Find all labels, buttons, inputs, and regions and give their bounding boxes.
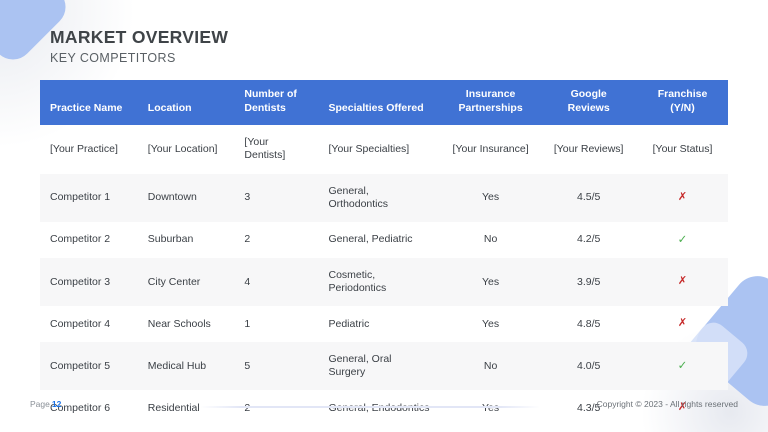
cell-franchise: [Your Status] — [652, 142, 713, 155]
cell-google-reviews: 4.5/5 — [576, 191, 601, 204]
cell-number-of-dentists: 5 — [244, 359, 251, 372]
table-row: Competitor 5 Medical Hub 5 General, Oral Su… — [40, 342, 728, 391]
column-header-insurance-partnerships: Insurance Partnerships — [440, 80, 541, 126]
cell-insurance-partnerships: [Your Insurance] — [452, 142, 529, 155]
table-row: Competitor 2 Suburban 2 General, Pediatric N… — [40, 222, 728, 258]
cell-google-reviews: 4.8/5 — [576, 317, 601, 330]
cell-practice-name: Competitor 4 — [50, 317, 111, 330]
cross-icon: ✗ — [677, 317, 688, 330]
cell-specialties-offered: [Your Specialties] — [328, 142, 410, 155]
cell-insurance-partnerships: No — [483, 359, 498, 372]
cell-franchise: ✗ — [637, 390, 728, 426]
cell-specialties-offered: General, Orthodontics — [328, 184, 389, 210]
cell-insurance-partnerships: Yes — [482, 191, 500, 204]
cell-specialties-offered: General, Endodontics — [318, 390, 440, 426]
cell-practice-name: Competitor 2 — [50, 233, 111, 246]
cell-specialties-offered: General, Oral Surgery — [328, 353, 392, 379]
cell-location: [Your Location] — [147, 142, 218, 155]
table-header: Practice Name Location Number of Dentists S… — [40, 80, 728, 126]
column-header-google-reviews: Google Reviews — [540, 80, 637, 126]
cell-franchise: ✓ — [637, 342, 728, 390]
cell-practice-name: Competitor 3 — [50, 275, 111, 288]
cell-number-of-dentists: 4 — [244, 275, 251, 288]
cell-franchise: ✗ — [637, 306, 728, 342]
check-icon: ✓ — [677, 360, 688, 373]
cell-number-of-dentists: [Your Dentists] — [244, 136, 286, 162]
cell-practice-name: Competitor 6 — [50, 401, 111, 414]
cell-location: Downtown — [147, 191, 197, 204]
cell-location: Suburban — [147, 233, 194, 246]
cell-location: Medical Hub — [147, 359, 207, 372]
cell-practice-name: Competitor 1 — [50, 191, 111, 204]
cell-google-reviews: 4.2/5 — [576, 233, 601, 246]
column-header-location: Location — [137, 80, 235, 126]
cell-insurance-partnerships: No — [483, 233, 498, 246]
title-block: MARKET OVERVIEW KEY COMPETITORS — [50, 27, 228, 65]
footer-divider — [200, 406, 540, 408]
cross-icon: ✗ — [677, 401, 688, 414]
cell-location: Near Schools — [147, 317, 211, 330]
page-label: Page — [30, 399, 50, 409]
cell-specialties-offered: Pediatric — [328, 317, 370, 330]
cell-insurance-partnerships: Yes — [441, 390, 541, 426]
cell-number-of-dentists: 2 — [234, 390, 318, 426]
cell-location: City Center — [147, 275, 201, 288]
column-header-number-of-dentists: Number of Dentists — [234, 80, 319, 126]
copyright-text: Copyright © 2023 - All rights reserved — [596, 399, 738, 409]
cell-franchise: ✗ — [637, 258, 728, 306]
column-header-specialties-offered: Specialties Offered — [318, 80, 441, 126]
cell-google-reviews: 4.3/5 — [576, 401, 601, 414]
page-indicator: Page 12 — [30, 399, 61, 409]
cell-google-reviews: 3.9/5 — [576, 275, 601, 288]
cell-specialties-offered: General, Pediatric — [328, 233, 413, 246]
competitors-table: Practice Name Location Number of Dentists S… — [40, 80, 728, 426]
cell-insurance-partnerships: Yes — [482, 317, 500, 330]
table-body: [Your Practice] [Your Location] [Your Dent… — [40, 125, 728, 426]
cell-franchise: ✓ — [637, 222, 728, 258]
table-row: [Your Practice] [Your Location] [Your Dent… — [40, 125, 728, 173]
cell-number-of-dentists: 1 — [244, 317, 251, 330]
check-icon: ✓ — [677, 233, 688, 246]
table-row: Competitor 4 Near Schools 1 Pediatric Yes 4.8… — [40, 306, 728, 342]
cross-icon: ✗ — [677, 190, 688, 203]
cell-practice-name: Competitor 5 — [50, 359, 111, 372]
page-number: 12 — [51, 399, 62, 409]
page-title: MARKET OVERVIEW — [50, 27, 229, 47]
table-header-row: Practice Name Location Number of Dentists S… — [40, 80, 728, 126]
cell-google-reviews: 4.0/5 — [576, 359, 601, 372]
cell-insurance-partnerships: Yes — [482, 275, 500, 288]
cross-icon: ✗ — [677, 275, 688, 288]
cell-location: Residential — [147, 401, 200, 414]
cell-specialties-offered: Cosmetic, Periodontics — [328, 269, 387, 295]
column-header-practice-name: Practice Name — [40, 80, 138, 126]
column-header-franchise: Franchise (Y/N) — [636, 80, 728, 126]
page-subtitle: KEY COMPETITORS — [50, 51, 176, 65]
cell-franchise: ✗ — [637, 174, 728, 222]
cell-google-reviews: [Your Reviews] — [553, 142, 624, 155]
cell-number-of-dentists: 3 — [244, 191, 251, 204]
cell-practice-name: [Your Practice] — [50, 142, 118, 155]
table-row: Competitor 1 Downtown 3 General, Orthodonti… — [40, 173, 728, 222]
cell-number-of-dentists: 2 — [244, 233, 251, 246]
table-row: Competitor 3 City Center 4 Cosmetic, Period… — [40, 258, 728, 307]
